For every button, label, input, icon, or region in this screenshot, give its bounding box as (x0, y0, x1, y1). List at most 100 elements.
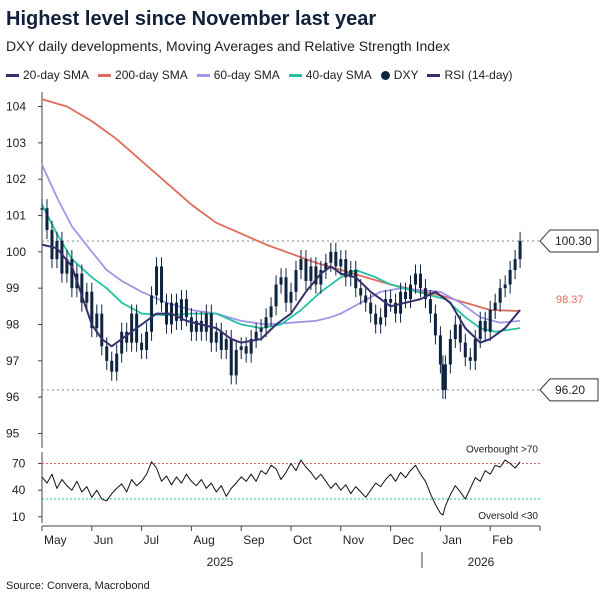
callout-low-text: 96.20 (555, 383, 585, 397)
legend-item-sma20: 20-day SMA (6, 68, 89, 82)
legend-swatch-rsi (427, 73, 441, 77)
rsi-tick-label: 40 (12, 483, 26, 497)
y-tick-label: 97 (6, 354, 20, 368)
chart-subtitle: DXY daily developments, Moving Averages … (6, 38, 450, 54)
dxy-candle (294, 270, 298, 292)
x-year-label: 2025 (207, 555, 234, 569)
y-tick-label: 99 (6, 281, 20, 295)
dxy-candle (289, 291, 293, 303)
dxy-candle (518, 240, 522, 260)
dxy-candle (234, 349, 238, 376)
dxy-candle (199, 320, 203, 332)
dxy-candle (463, 342, 467, 358)
x-month-label: Nov (343, 533, 364, 547)
dxy-candle (224, 339, 228, 350)
x-year-label: 2026 (468, 555, 495, 569)
dxy-candle (418, 273, 422, 289)
dxy-candle (194, 320, 198, 332)
dxy-candle (160, 266, 164, 303)
dxy-candle (244, 346, 248, 354)
x-month-label: Jan (442, 533, 461, 547)
dxy-candle (90, 291, 94, 329)
dxy-candle (105, 346, 109, 361)
legend-label-sma200: 200-day SMA (115, 68, 188, 82)
dxy-candle (324, 262, 328, 270)
legend-label-sma60: 60-day SMA (213, 68, 280, 82)
y-tick-label: 100 (6, 245, 26, 259)
y-tick-label: 104 (6, 100, 26, 114)
series-sma200 (41, 98, 521, 312)
x-month-label: Jul (144, 533, 159, 547)
dxy-candle (60, 240, 64, 274)
legend-swatch-sma200 (98, 73, 112, 77)
y-tick-label: 103 (6, 136, 26, 150)
dxy-candle (204, 313, 208, 332)
dxy-candle (209, 313, 213, 343)
chart-title: Highest level since November last year (6, 8, 377, 30)
legend-label-sma40: 40-day SMA (305, 68, 372, 82)
y-tick-label: 98 (6, 317, 20, 331)
dxy-candle (379, 317, 383, 325)
dxy-candle (349, 270, 353, 278)
callout-low: 96.20 (539, 378, 599, 402)
callout-high: 100.30 (539, 229, 599, 253)
dxy-candle (70, 259, 74, 289)
dxy-candle (503, 284, 507, 289)
x-month-label: Jun (94, 533, 113, 547)
dxy-candle (125, 331, 129, 343)
legend-label-dxy: DXY (393, 68, 419, 82)
dxy-candle (394, 302, 398, 314)
dxy-candle (279, 277, 283, 285)
legend-marker-dxy (380, 70, 390, 80)
dxy-candle (344, 259, 348, 278)
dxy-candle (80, 273, 84, 303)
legend-item-rsi: RSI (14-day) (427, 68, 513, 82)
legend-swatch-sma20 (6, 73, 19, 77)
dxy-candle (184, 299, 188, 318)
dxy-candle (259, 328, 263, 332)
dxy-candle (364, 295, 368, 303)
callout-low-box (539, 378, 599, 402)
dxy-candle (115, 353, 119, 372)
rsi-tick-label: 70 (12, 457, 26, 471)
dxy-candle (254, 331, 258, 340)
legend-item-sma40: 40-day SMA (288, 68, 372, 82)
legend-item-dxy: DXY (380, 68, 419, 82)
overbought-label: Overbought >70 (466, 445, 538, 456)
dxy-candle (513, 259, 517, 270)
dxy-candle (50, 230, 54, 260)
rsi-tick-label: 10 (12, 510, 26, 524)
dxy-candle (369, 302, 373, 314)
sma200-last-label: 98.37 (556, 294, 584, 306)
dxy-candle (319, 270, 323, 285)
dxy-candle (508, 270, 512, 285)
dxy-candle (45, 208, 49, 231)
dxy-candle (414, 273, 417, 285)
dxy-candle (389, 299, 393, 303)
dxy-candle (443, 364, 447, 390)
legend-label-sma20: 20-day SMA (23, 68, 90, 82)
x-month-label: May (44, 533, 67, 547)
dxy-candle (174, 302, 178, 321)
dxy-candle (314, 266, 318, 285)
series-rsi (41, 459, 521, 516)
dxy-candle (329, 251, 333, 263)
dxy-candle (483, 320, 487, 332)
dxy-candle (404, 291, 408, 300)
dxy-candle (478, 320, 482, 340)
dxy-candle (409, 284, 413, 300)
series-sma20 (41, 243, 521, 348)
dxy-candle (458, 324, 462, 343)
x-month-label: Aug (193, 533, 214, 547)
dxy-candle (65, 259, 69, 274)
dxy-candle (269, 306, 273, 318)
dxy-candle (453, 324, 457, 340)
dxy-candle (498, 288, 502, 303)
dxy-candle (249, 339, 253, 354)
dxy-candle (299, 259, 303, 270)
dxy-candle (334, 251, 338, 267)
x-month-label: Dec (393, 533, 414, 547)
callout-high-box (539, 229, 599, 253)
x-month-label: Sep (243, 533, 265, 547)
dxy-candle (239, 346, 243, 350)
